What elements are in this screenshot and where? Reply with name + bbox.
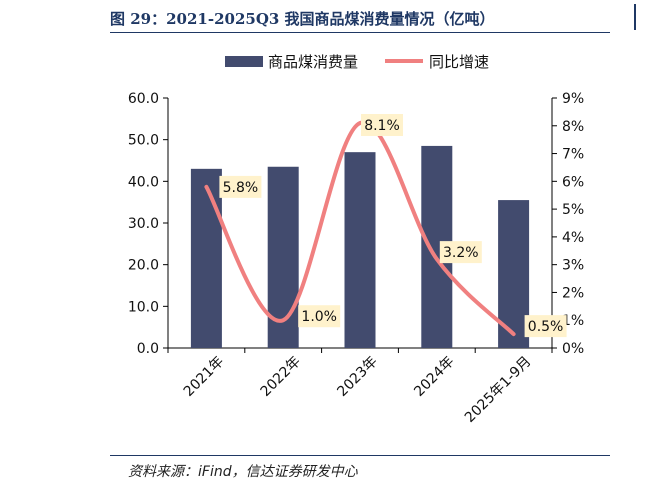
y-right-tick-label: 6% xyxy=(562,174,584,190)
data-label: 8.1% xyxy=(364,118,400,134)
page-edge-marker xyxy=(634,4,636,30)
title-rule xyxy=(110,32,610,33)
legend-swatch-bar xyxy=(225,56,263,67)
source-note: 资料来源：iFind，信达证券研发中心 xyxy=(128,464,358,480)
x-tick-label: 2022年 xyxy=(258,354,304,400)
y-left-tick-label: 0.0 xyxy=(137,341,159,357)
line-series xyxy=(204,120,516,337)
bar xyxy=(344,152,376,348)
x-tick-label: 2021年 xyxy=(181,354,227,400)
x-tick-label: 2025年1-9月 xyxy=(462,354,534,426)
growth-line xyxy=(204,120,516,337)
y-right-tick-label: 2% xyxy=(562,285,584,301)
x-tick-label: 2023年 xyxy=(334,354,380,400)
data-label-box xyxy=(219,175,262,198)
y-right-tick-label: 4% xyxy=(562,230,584,246)
y-right-tick-label: 7% xyxy=(562,147,584,163)
y-right-tick-label: 9% xyxy=(562,91,584,107)
bar xyxy=(190,168,222,348)
data-label: 3.2% xyxy=(443,245,479,261)
source-rule xyxy=(110,455,610,456)
chart-legend: 商品煤消费量 同比增速 xyxy=(225,53,489,71)
y-left-tick-label: 40.0 xyxy=(128,174,159,190)
y-right-tick-label: 8% xyxy=(562,119,584,135)
legend-label-bar: 商品煤消费量 xyxy=(268,53,358,71)
y-right-tick-label: 1% xyxy=(562,313,584,329)
data-label-box xyxy=(298,305,341,328)
y-right-tick-label: 0% xyxy=(562,341,584,357)
y-left-tick-label: 60.0 xyxy=(128,91,159,107)
legend-label-line: 同比增速 xyxy=(429,53,489,71)
x-tick-label: 2024年 xyxy=(411,354,457,400)
data-label-box xyxy=(524,315,567,338)
y-left-tick-label: 10.0 xyxy=(128,299,159,315)
data-labels: 5.8% 1.0% 8.1% 3.2% 0.5% xyxy=(219,114,567,338)
y-left-tick-label: 30.0 xyxy=(128,216,159,232)
data-label: 1.0% xyxy=(301,309,337,325)
data-label: 5.8% xyxy=(223,180,259,196)
y-left-tick-label: 50.0 xyxy=(128,133,159,149)
data-label-box xyxy=(439,241,482,264)
y-left-tick-label: 20.0 xyxy=(128,258,159,274)
data-label: 0.5% xyxy=(528,319,564,335)
y-right-tick-label: 3% xyxy=(562,258,584,274)
data-label-box xyxy=(361,114,403,136)
figure-title: 图 29：2021-2025Q3 我国商品煤消费量情况（亿吨） xyxy=(110,10,495,28)
y-right-tick-label: 5% xyxy=(562,202,584,218)
